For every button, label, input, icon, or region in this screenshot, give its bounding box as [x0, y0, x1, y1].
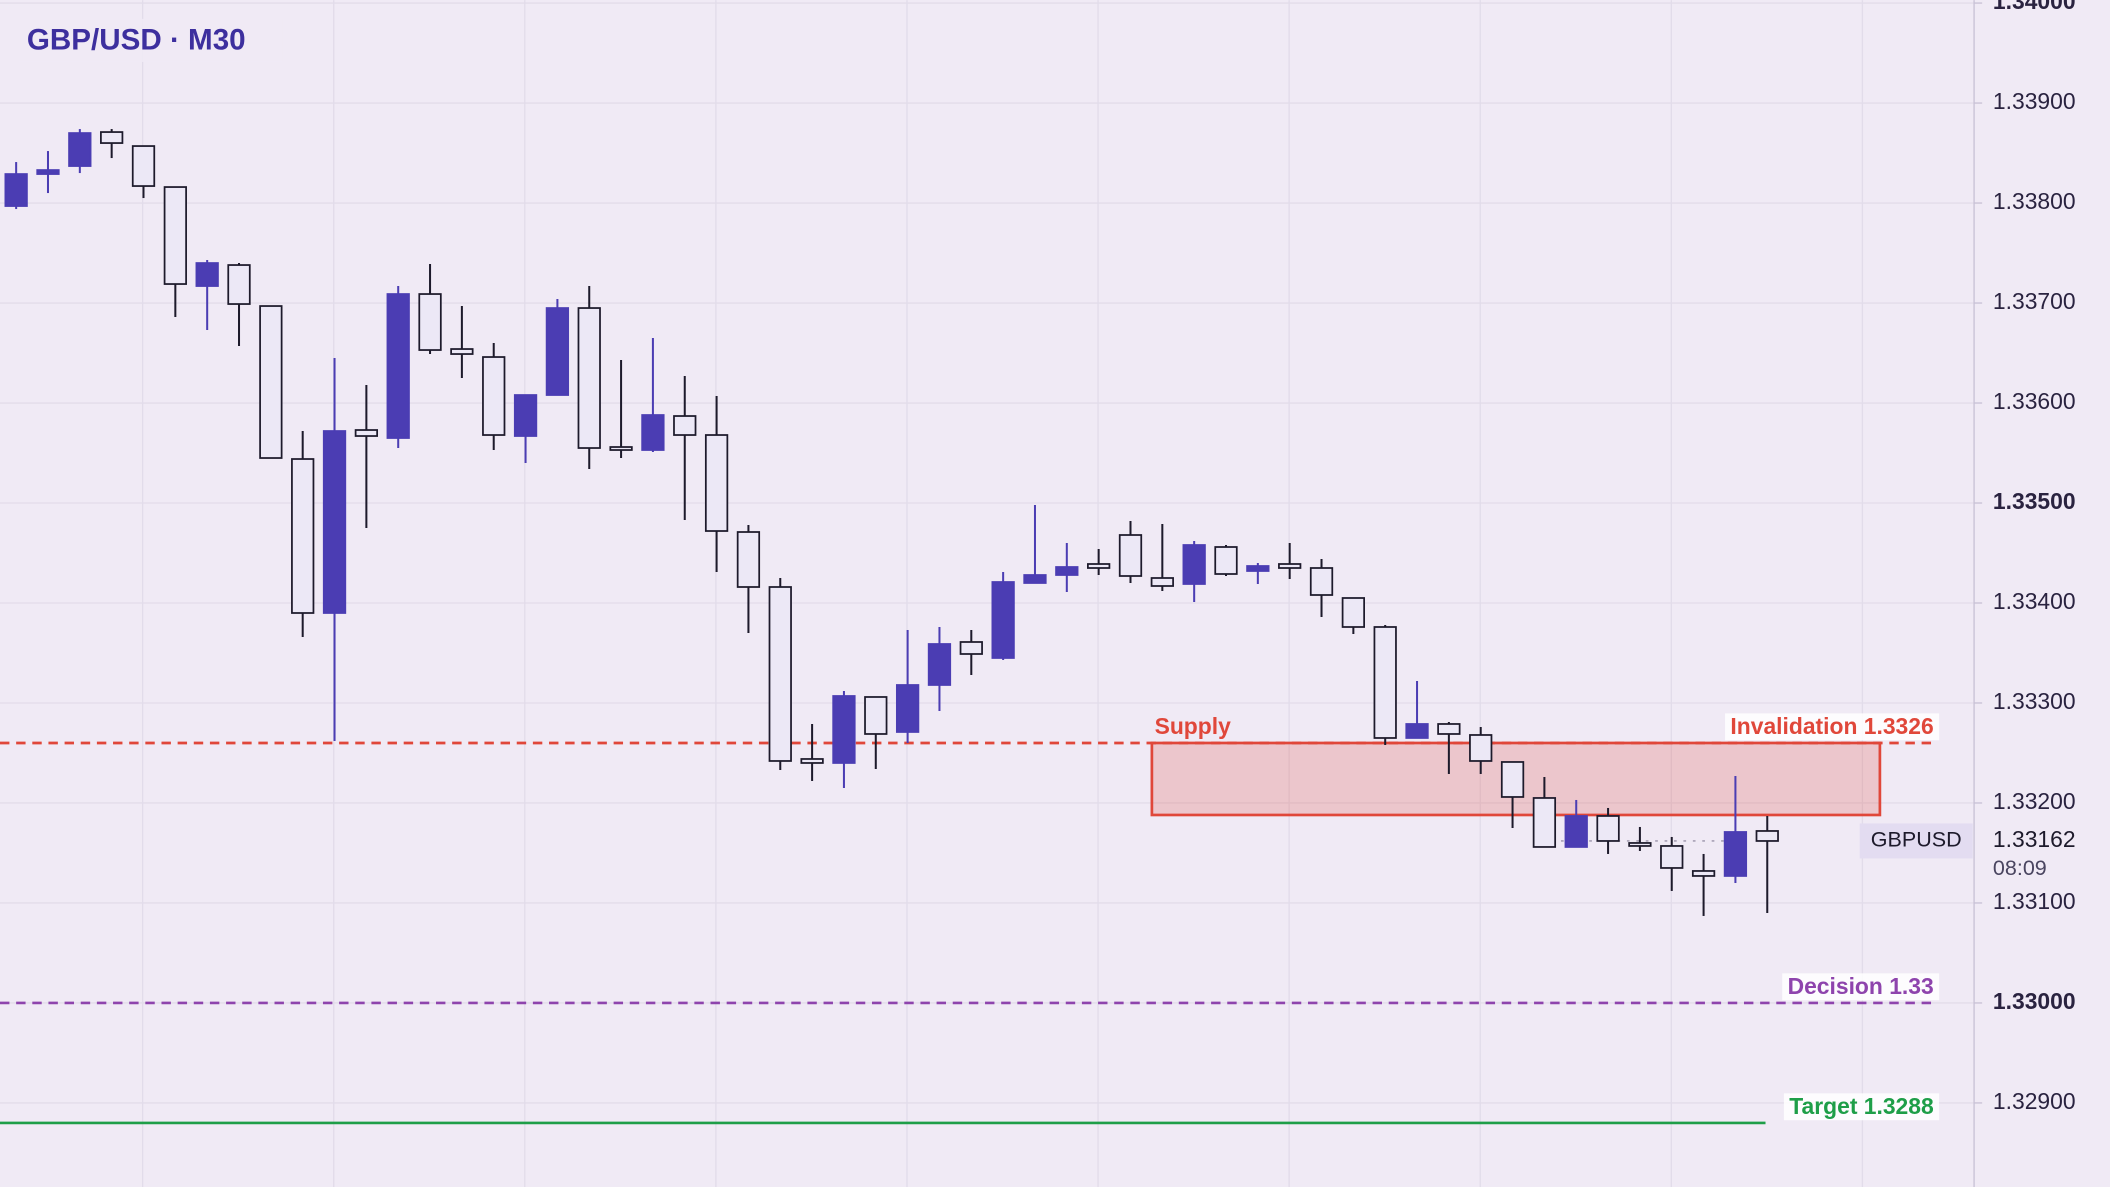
candle-body [864, 696, 888, 735]
candle-body [1182, 544, 1206, 585]
candle-body [450, 348, 474, 355]
current-price: 1.33162 [1993, 826, 2076, 852]
y-tick-label: 1.33200 [1993, 788, 2076, 814]
title-bg [18, 18, 283, 62]
y-tick-label: 1.33500 [1993, 488, 2076, 514]
level-label: Decision 1.33 [1788, 973, 1934, 999]
candle-body [1405, 723, 1429, 739]
candle-body [1246, 565, 1270, 572]
y-tick-label: 1.33800 [1993, 188, 2076, 214]
candle-body [1055, 566, 1079, 576]
candle-body [418, 293, 442, 351]
y-tick-label: 1.33900 [1993, 88, 2076, 114]
candle-body [609, 446, 633, 451]
level-label-bg [1725, 713, 1940, 741]
countdown: 08:09 [1993, 856, 2047, 880]
price-box [1975, 823, 2110, 883]
candle-body [1469, 734, 1493, 762]
candle-body [195, 262, 219, 287]
candle-body [36, 169, 60, 175]
candle-body [100, 131, 124, 144]
y-tick-label: 1.33400 [1993, 588, 2076, 614]
candle-body [832, 695, 856, 764]
candle-body [545, 307, 570, 396]
candle-body [1596, 815, 1620, 842]
candle-body [704, 434, 729, 532]
candle-body [1278, 563, 1302, 569]
candle-body [1691, 870, 1716, 877]
zone-label: Supply [1155, 713, 1231, 739]
candle-body [800, 758, 824, 764]
candle-body [291, 458, 315, 614]
candle-body [1023, 574, 1047, 584]
candle-body [259, 305, 283, 459]
candle-body [1564, 815, 1588, 848]
y-tick-label: 1.34000 [1993, 0, 2076, 14]
y-tick-label: 1.32900 [1993, 1088, 2076, 1114]
chart-title: GBP/USD · M30 [27, 24, 246, 57]
y-tick-label: 1.33600 [1993, 388, 2076, 414]
candle-body [1309, 567, 1334, 596]
candle-body [1373, 626, 1397, 739]
candle-body [959, 641, 983, 655]
y-tick-label: 1.33300 [1993, 688, 2076, 714]
candle-body [641, 414, 665, 451]
candle-body [895, 684, 920, 733]
candle-body [1341, 597, 1366, 628]
y-tick-label: 1.33700 [1993, 288, 2076, 314]
candle-body [1723, 831, 1748, 877]
candle-body [1532, 797, 1557, 848]
candle-body [1150, 577, 1174, 587]
candle-body [1500, 761, 1525, 798]
candle-body [927, 643, 952, 686]
candle-body [386, 293, 410, 439]
candle-body [768, 586, 792, 762]
level-label: Invalidation 1.3326 [1730, 713, 1933, 739]
level-label-bg [1782, 973, 1940, 1001]
candle-body [991, 581, 1015, 659]
symbol-box [1859, 823, 1973, 859]
symbol-label: GBPUSD [1871, 828, 1962, 852]
y-tick-label: 1.33000 [1993, 988, 2076, 1014]
candle-body [1437, 723, 1461, 735]
candle-body [1755, 830, 1779, 842]
candle-body [577, 307, 601, 449]
level-label-bg [1783, 1093, 1940, 1121]
candle-body [163, 186, 187, 285]
y-tick-label: 1.33100 [1993, 888, 2076, 914]
candle-body [1660, 845, 1684, 869]
candle-body [1087, 563, 1111, 569]
candle-body [673, 415, 697, 436]
candle-body [1118, 534, 1143, 577]
candle-body [131, 145, 156, 187]
candle-body [736, 531, 761, 588]
candle-body [482, 356, 506, 436]
candle-body [4, 173, 28, 207]
candle-body [68, 132, 92, 167]
candle-body [227, 264, 251, 305]
candle-body [1628, 842, 1652, 847]
candle-body [354, 429, 379, 437]
candle-body [1214, 546, 1238, 575]
level-label: Target 1.3288 [1789, 1093, 1934, 1119]
candle-body [513, 394, 538, 437]
candle-body [322, 430, 347, 614]
